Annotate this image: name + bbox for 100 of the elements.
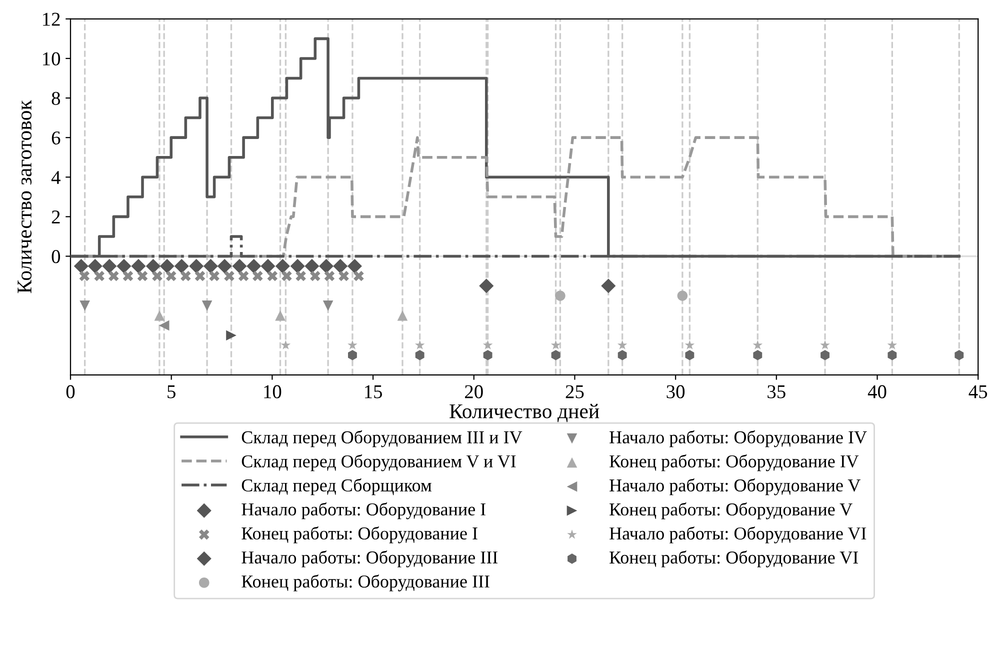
point bbox=[483, 350, 492, 360]
point bbox=[79, 270, 90, 282]
point bbox=[601, 278, 616, 294]
x-tick-label: 30 bbox=[666, 385, 685, 398]
point bbox=[180, 270, 191, 282]
point bbox=[146, 258, 160, 274]
point bbox=[954, 350, 964, 360]
point bbox=[551, 350, 560, 360]
point bbox=[752, 340, 763, 350]
x-axis-title: Количество дней bbox=[450, 404, 600, 422]
point bbox=[348, 350, 357, 360]
point bbox=[203, 258, 218, 274]
legend-label: Конец работы: Оборудование VI bbox=[610, 550, 858, 568]
point bbox=[94, 270, 104, 282]
y-tick-label: 10 bbox=[43, 52, 60, 66]
point bbox=[160, 258, 174, 274]
y-tick-label: 8 bbox=[52, 92, 60, 105]
point bbox=[290, 258, 305, 274]
x-tick-label: 0 bbox=[66, 385, 75, 398]
point bbox=[154, 310, 165, 321]
x-tick-label: 15 bbox=[365, 385, 382, 398]
point bbox=[482, 340, 493, 350]
point bbox=[88, 258, 102, 274]
point bbox=[555, 290, 566, 301]
point bbox=[102, 258, 117, 274]
x-tick-label: 5 bbox=[168, 385, 176, 398]
point bbox=[282, 270, 292, 282]
legend-label: Конец работы: Оборудование V bbox=[610, 502, 852, 520]
point bbox=[202, 300, 212, 311]
point bbox=[414, 340, 425, 350]
legend-label: Склад перед Сборщиком bbox=[242, 478, 432, 496]
point bbox=[753, 350, 762, 360]
x-tick-label: 40 bbox=[868, 385, 886, 398]
point bbox=[209, 270, 220, 282]
point bbox=[304, 258, 320, 274]
point bbox=[618, 350, 627, 360]
y-tick-label: 6 bbox=[52, 131, 60, 145]
x-tick-label: 25 bbox=[566, 385, 584, 398]
point bbox=[550, 340, 561, 350]
legend-label: Склад перед Оборудованием III и IV bbox=[242, 430, 522, 448]
legend-label: Конец работы: Оборудование I bbox=[242, 526, 478, 544]
point bbox=[820, 350, 830, 360]
point bbox=[333, 258, 348, 274]
point bbox=[174, 258, 189, 274]
legend-label: Конец работы: Оборудование IV bbox=[610, 454, 859, 472]
point bbox=[479, 278, 494, 294]
y-tick-label: 4 bbox=[51, 171, 60, 184]
point bbox=[166, 270, 176, 282]
point bbox=[74, 258, 88, 274]
point bbox=[324, 270, 335, 282]
point bbox=[275, 310, 286, 321]
legend-label: Начало работы: Оборудование I bbox=[242, 502, 486, 520]
point bbox=[194, 270, 206, 282]
x-tick-label: 45 bbox=[968, 385, 988, 398]
point bbox=[217, 258, 232, 274]
point bbox=[131, 258, 146, 274]
point bbox=[158, 320, 170, 331]
point bbox=[322, 300, 334, 311]
point bbox=[232, 258, 247, 274]
y-tick-label: 12 bbox=[43, 12, 60, 26]
point bbox=[296, 270, 306, 282]
point bbox=[275, 258, 290, 274]
legend-label: Начало работы: Оборудование III bbox=[242, 550, 498, 568]
point bbox=[280, 340, 291, 350]
point bbox=[310, 270, 320, 282]
point bbox=[617, 340, 628, 350]
point bbox=[397, 310, 408, 321]
point bbox=[226, 330, 236, 340]
point bbox=[80, 300, 90, 311]
point bbox=[888, 350, 897, 360]
x-tick-label: 10 bbox=[264, 385, 282, 398]
point bbox=[152, 270, 162, 282]
point bbox=[246, 258, 262, 274]
legend-label: Начало работы: Оборудование IV bbox=[610, 430, 867, 448]
legend-label: Конец работы: Оборудование III bbox=[242, 574, 490, 592]
point bbox=[137, 270, 148, 282]
point bbox=[348, 340, 358, 350]
point bbox=[354, 270, 364, 282]
y-tick-label: 0 bbox=[52, 250, 60, 264]
point bbox=[108, 270, 119, 282]
x-tick-label: 35 bbox=[768, 385, 786, 398]
point bbox=[252, 270, 263, 282]
point bbox=[318, 258, 334, 274]
point bbox=[415, 350, 424, 360]
legend-label: Склад перед Оборудованием V и VI bbox=[242, 454, 516, 472]
point bbox=[820, 340, 830, 350]
point bbox=[189, 258, 204, 274]
point bbox=[338, 270, 349, 282]
point bbox=[116, 258, 132, 274]
point bbox=[677, 290, 688, 301]
point bbox=[224, 270, 234, 282]
point bbox=[685, 350, 694, 360]
point bbox=[267, 270, 278, 282]
y-axis-title: Количество заготовок bbox=[18, 100, 32, 294]
y-tick-label: 2 bbox=[52, 210, 60, 224]
x-tick-label: 20 bbox=[465, 385, 483, 398]
point bbox=[122, 270, 134, 282]
point bbox=[238, 270, 249, 282]
point bbox=[887, 340, 898, 350]
point bbox=[347, 258, 362, 274]
